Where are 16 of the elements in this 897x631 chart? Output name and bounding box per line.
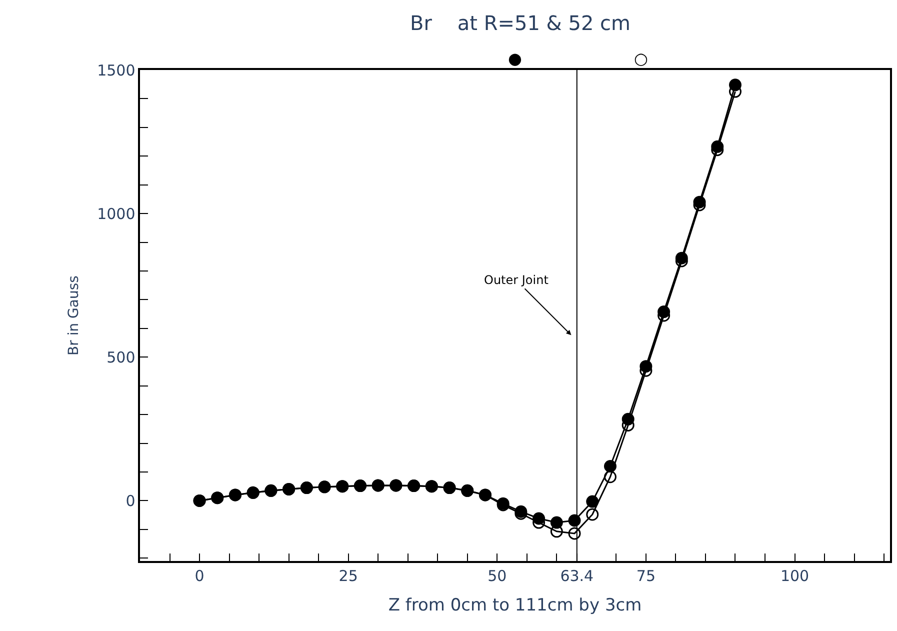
y-tick-label: 1500 — [97, 61, 136, 80]
y-tick-label: 0 — [126, 492, 136, 510]
x-tick-label: 50 — [488, 566, 507, 585]
x-tick-label: 100 — [780, 566, 810, 585]
x-tick-label: 75 — [636, 566, 656, 585]
x-axis-title: Z from 0cm to 111cm by 3cm — [388, 596, 642, 616]
y-tick-label: 1000 — [97, 204, 136, 223]
x-tick-label: 0 — [194, 566, 204, 585]
x-tick-label: 63.4 — [560, 566, 594, 585]
y-axis-title: Br in Gauss — [66, 276, 82, 356]
chart-title: Br at R=51 & 52 cm — [410, 10, 631, 35]
text: ● — [508, 49, 522, 68]
y-tick-label: 500 — [106, 348, 136, 366]
text: ○ — [634, 49, 648, 68]
x-tick-label: 25 — [338, 566, 358, 585]
annotation: Outer Joint — [484, 273, 549, 287]
